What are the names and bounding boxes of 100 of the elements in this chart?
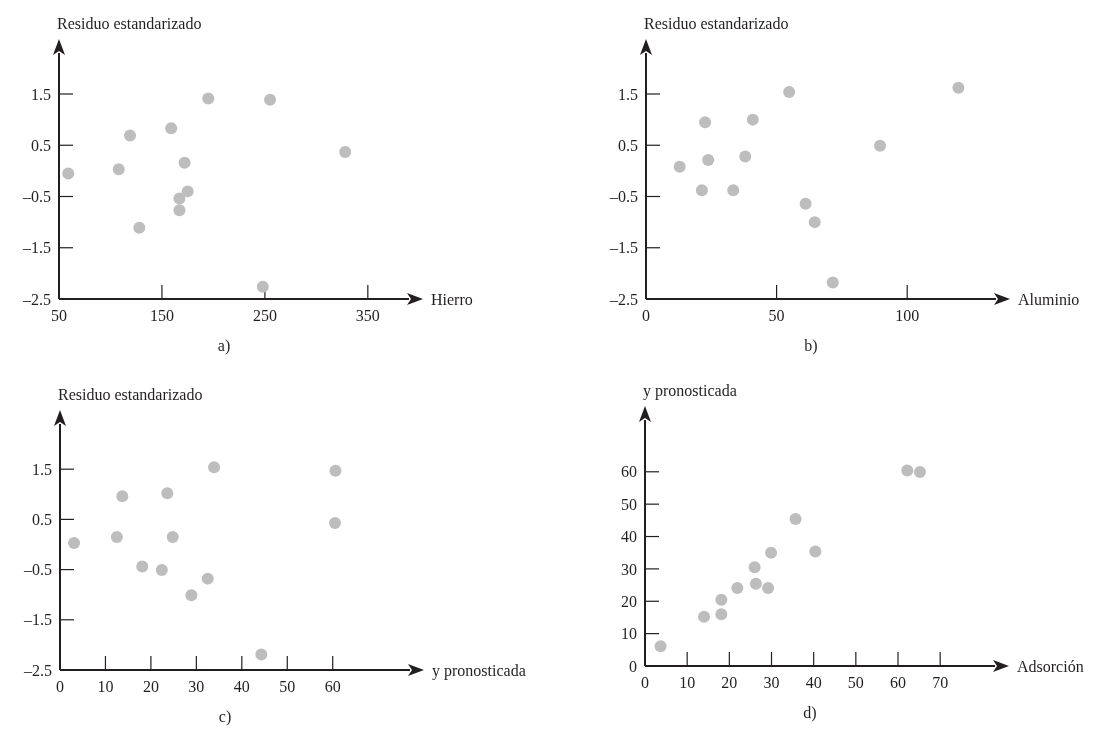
x-tick-label: 150: [149, 307, 174, 324]
y-axis-title: Residuo estandarizado: [644, 15, 789, 32]
x-tick-label: 100: [895, 307, 920, 324]
point: [901, 464, 914, 477]
x-tick-label: 0: [56, 678, 64, 695]
x-tick-label: 250: [252, 307, 277, 324]
point: [702, 154, 715, 167]
point: [173, 204, 186, 217]
point: [178, 156, 191, 169]
y-tick-label: 1.5: [32, 460, 52, 478]
point: [62, 167, 75, 180]
point: [68, 536, 81, 549]
y-tick-label: 30: [621, 560, 637, 578]
text: a): [217, 337, 231, 355]
y-tick-label: 0.5: [31, 136, 51, 154]
y-tick-label: –1.5: [23, 611, 52, 629]
x-tick-label: 50: [768, 307, 785, 324]
text: c): [218, 708, 232, 726]
point: [166, 530, 179, 543]
point: [264, 93, 277, 106]
point: [136, 560, 149, 573]
x-axis-title: y pronosticada: [432, 661, 526, 680]
point: [110, 530, 123, 543]
y-tick-label: 50: [621, 495, 637, 513]
x-tick-label: 0: [642, 307, 650, 324]
y-tick-label: –2.5: [22, 290, 51, 308]
point: [185, 589, 198, 602]
x-tick-label: 70: [932, 674, 949, 691]
point: [329, 516, 341, 529]
y-tick-label: –0.5: [22, 188, 51, 206]
x-tick-label: 20: [142, 678, 159, 695]
point: [762, 581, 775, 594]
x-tick-label: 50: [279, 678, 296, 695]
y-tick-label: –0.5: [23, 561, 52, 579]
x-tick-label: 30: [188, 678, 205, 695]
y-tick-label: 60: [621, 463, 637, 481]
x-tick-label: 10: [97, 678, 114, 695]
y-tick-label: –1.5: [609, 239, 638, 257]
point: [695, 184, 708, 197]
y-tick-label: 0.5: [618, 136, 638, 154]
point: [765, 546, 778, 559]
point: [202, 92, 215, 105]
x-tick-label: 50: [847, 674, 864, 691]
point: [155, 564, 168, 577]
point: [201, 572, 214, 585]
point: [874, 139, 887, 152]
x-tick-label: 10: [679, 674, 696, 691]
point: [698, 610, 711, 623]
x-tick-label: 350: [355, 307, 380, 324]
y-tick-label: –0.5: [609, 188, 638, 206]
point: [799, 197, 812, 210]
y-axis-title: Residuo estandarizado: [57, 15, 202, 32]
point: [133, 221, 146, 234]
point: [739, 150, 752, 163]
y-tick-label: 1.5: [618, 85, 638, 103]
point: [749, 577, 762, 590]
y-tick-label: 0: [629, 657, 637, 675]
point: [173, 192, 186, 205]
point: [746, 113, 759, 126]
point: [699, 116, 712, 129]
x-tick-label: 0: [641, 674, 649, 691]
x-axis-title: Hierro: [431, 290, 473, 308]
point: [654, 640, 667, 653]
x-tick-label: 50: [51, 307, 67, 324]
point: [913, 466, 926, 479]
point: [112, 163, 125, 176]
point: [783, 85, 796, 98]
x-tick-label: 60: [324, 678, 341, 695]
y-axis-title: Residuo estandarizado: [58, 386, 203, 403]
y-tick-label: –2.5: [23, 661, 52, 679]
y-tick-label: 40: [621, 528, 637, 546]
point: [208, 461, 221, 474]
x-tick-label: 20: [721, 674, 738, 691]
point: [255, 648, 268, 661]
point: [731, 581, 744, 594]
x-tick-label: 30: [763, 674, 780, 691]
point: [826, 276, 839, 289]
text: d): [803, 704, 817, 722]
point: [181, 185, 194, 198]
y-axis-title: y pronosticada: [643, 382, 737, 400]
point: [809, 545, 822, 558]
point: [165, 122, 178, 135]
x-axis-title: Adsorción: [1017, 657, 1084, 675]
point: [329, 464, 342, 477]
point: [727, 184, 740, 197]
point: [952, 81, 965, 94]
point: [124, 129, 137, 142]
x-tick-label: 40: [805, 674, 822, 691]
point: [673, 160, 686, 173]
y-tick-label: 0.5: [32, 510, 52, 528]
point: [808, 216, 821, 229]
point: [161, 487, 174, 500]
point: [715, 608, 728, 621]
x-tick-label: 40: [233, 678, 250, 695]
y-tick-label: –1.5: [22, 239, 51, 257]
y-tick-label: 1.5: [31, 85, 51, 103]
point: [116, 490, 129, 503]
point: [256, 280, 269, 293]
text: b): [804, 337, 818, 355]
point: [715, 593, 728, 606]
